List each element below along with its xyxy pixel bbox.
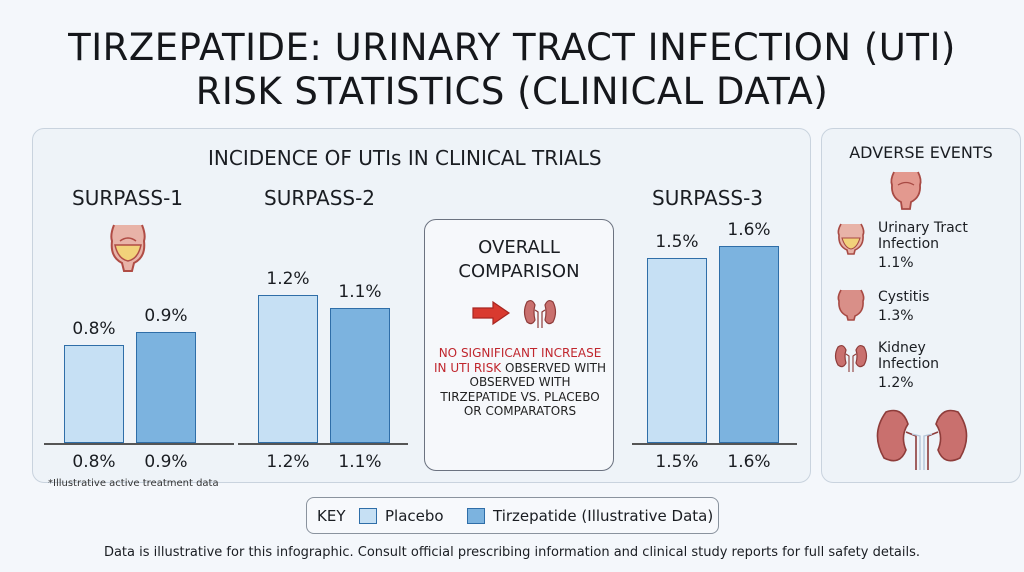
legend-swatch-tirzepatide <box>467 508 485 524</box>
comparison-text: NO SIGNIFICANT INCREASE IN UTI RISK OBSE… <box>433 346 607 419</box>
axis-baseline-surpass-3 <box>632 443 797 445</box>
bar-surpass-1-tirzepatide <box>136 332 196 443</box>
bar-surpass-2-placebo <box>258 295 318 443</box>
title-line-1: TIRZEPATIDE: URINARY TRACT INFECTION (UT… <box>68 26 956 69</box>
data-label-top-surpass-2-placebo: 1.2% <box>266 269 310 289</box>
data-label-bottom-surpass-3-tirzepatide: 1.6% <box>727 452 771 472</box>
comparison-red-text: NO SIGNIFICANT INCREASE IN UTI RISK <box>434 346 602 375</box>
bladder-header-icon <box>890 171 922 210</box>
data-label-top-surpass-1-tirzepatide: 0.9% <box>144 306 188 326</box>
bladder-icon <box>110 224 146 272</box>
data-label-bottom-surpass-2-tirzepatide: 1.1% <box>338 452 382 472</box>
adverse-events-title: ADVERSE EVENTS <box>849 143 993 162</box>
comparison-title-line-2: COMPARISON <box>458 261 580 282</box>
ae-item-kidney-line-1: Kidney <box>878 340 926 356</box>
ae-item-uti-line-1: Urinary Tract <box>878 220 968 236</box>
comparison-title-line-1: OVERALL <box>478 237 560 258</box>
ae-item-cystitis: Cystitis 1.3% <box>878 289 929 324</box>
ae-item-kidney-value: 1.2% <box>878 375 914 391</box>
trial-title-surpass-1: SURPASS-1 <box>72 186 184 210</box>
kidneys-illustration-icon <box>876 409 968 470</box>
title-line-2: RISK STATISTICS (CLINICAL DATA) <box>195 70 829 113</box>
page-title: TIRZEPATIDE: URINARY TRACT INFECTION (UT… <box>0 26 1024 114</box>
legend-label-placebo: Placebo <box>385 507 444 525</box>
ae-item-kidney-line-2: Infection <box>878 356 940 372</box>
trial-title-surpass-2: SURPASS-2 <box>264 186 376 210</box>
comparison-body-text: OBSERVED WITH OBSERVED WITH TIRZEPATIDE … <box>440 360 606 419</box>
data-label-bottom-surpass-1-tirzepatide: 0.9% <box>144 452 188 472</box>
bladder-icon <box>837 223 865 255</box>
data-label-top-surpass-1-placebo: 0.8% <box>72 319 116 339</box>
chart-footnote: *Illustrative active treatment data <box>48 478 219 489</box>
kidney-icon <box>523 299 557 328</box>
legend-title: KEY <box>317 507 346 525</box>
ae-item-cystitis-value: 1.3% <box>878 308 914 324</box>
overall-comparison-box: OVERALL COMPARISON NO SIGNIFICANT INCREA… <box>424 219 614 471</box>
bar-surpass-3-tirzepatide <box>719 246 779 443</box>
data-label-top-surpass-3-tirzepatide: 1.6% <box>727 220 771 240</box>
data-label-top-surpass-3-placebo: 1.5% <box>655 232 699 252</box>
chart-title: INCIDENCE OF UTIs IN CLINICAL TRIALS <box>208 146 602 170</box>
ae-item-uti-value: 1.1% <box>878 255 914 271</box>
trial-title-surpass-3: SURPASS-3 <box>652 186 764 210</box>
data-label-top-surpass-2-tirzepatide: 1.1% <box>338 282 382 302</box>
kidney-icon <box>834 344 868 372</box>
comparison-title: OVERALL COMPARISON <box>425 236 613 284</box>
bar-surpass-3-placebo <box>647 258 707 443</box>
adverse-events-panel: ADVERSE EVENTS Urinary Tract Infection 1… <box>821 128 1021 483</box>
data-label-bottom-surpass-2-placebo: 1.2% <box>266 452 310 472</box>
legend-label-tirzepatide: Tirzepatide (Illustrative Data) <box>493 507 714 525</box>
axis-baseline-surpass-2 <box>238 443 408 445</box>
arrow-icon <box>472 300 511 326</box>
data-label-bottom-surpass-1-placebo: 0.8% <box>72 452 116 472</box>
chart-legend: KEY Placebo Tirzepatide (Illustrative Da… <box>306 497 719 534</box>
ae-item-cystitis-line-1: Cystitis <box>878 289 930 305</box>
bar-surpass-2-tirzepatide <box>330 308 390 443</box>
cystitis-icon <box>837 289 865 321</box>
ae-item-kidney: Kidney Infection 1.2% <box>878 340 939 391</box>
ae-item-uti-line-2: Infection <box>878 236 940 252</box>
bottom-disclaimer: Data is illustrative for this infographi… <box>103 545 921 560</box>
ae-item-uti: Urinary Tract Infection 1.1% <box>878 220 968 271</box>
axis-baseline-surpass-1 <box>44 443 234 445</box>
data-label-bottom-surpass-3-placebo: 1.5% <box>655 452 699 472</box>
bar-surpass-1-placebo <box>64 345 124 443</box>
legend-swatch-placebo <box>359 508 377 524</box>
